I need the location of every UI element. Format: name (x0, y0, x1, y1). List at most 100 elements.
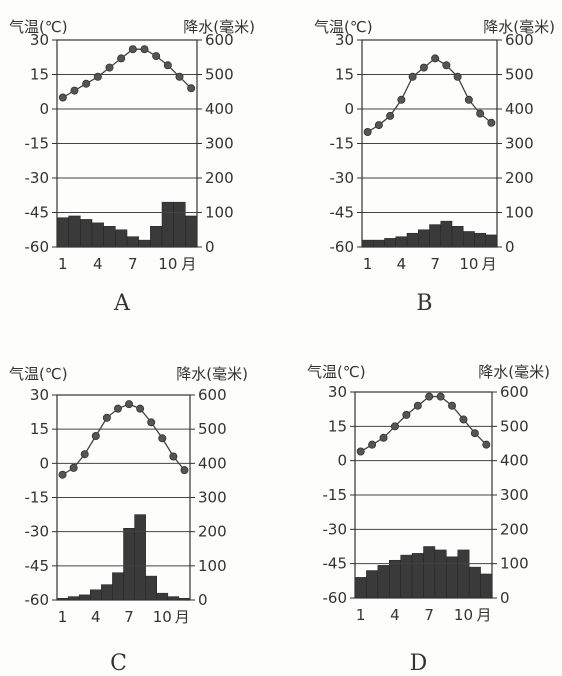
panel-letter: D (410, 651, 428, 676)
temp-point-11 (169, 452, 178, 461)
x-tick-label: 1 (58, 608, 68, 626)
temp-tick-label: 15 (30, 66, 49, 84)
precip-bar-10 (457, 549, 470, 599)
precip-tick-label: 600 (205, 31, 234, 49)
temp-point-2 (70, 86, 79, 95)
temp-point-6 (117, 54, 126, 63)
precip-bar-3 (80, 219, 93, 248)
precip-bar-8 (138, 239, 151, 248)
temp-point-6 (419, 63, 428, 72)
temp-point-7 (128, 45, 137, 54)
temp-point-2 (374, 121, 383, 130)
precip-bar-7 (429, 224, 441, 248)
precip-tick-label: 600 (505, 31, 534, 49)
precip-tick-label: 400 (198, 454, 227, 472)
precip-bar-8 (434, 549, 447, 599)
precip-bar-6 (115, 229, 128, 248)
x-tick-label: 1 (356, 606, 366, 624)
temp-tick-label: -15 (25, 489, 50, 507)
temp-axis-label: 气温(℃) (9, 18, 68, 36)
precip-tick-label: 500 (198, 420, 227, 438)
precip-bar-3 (384, 238, 396, 248)
temp-point-10 (158, 434, 167, 443)
temp-point-12 (187, 84, 196, 93)
precip-bar-8 (134, 514, 146, 601)
precip-bar-5 (400, 554, 413, 599)
x-tick-label: 1 (363, 255, 373, 273)
temp-tick-label: -60 (25, 238, 50, 256)
precip-bar-6 (411, 553, 424, 599)
temp-tick-label: -15 (330, 135, 355, 153)
precip-bar-3 (377, 565, 390, 599)
temperature-line (360, 395, 487, 453)
temp-point-8 (136, 404, 145, 413)
precip-axis-label: 降水(毫米) (183, 18, 255, 36)
precip-tick-label: 300 (205, 135, 234, 153)
precip-tick-label: 200 (505, 169, 534, 187)
temp-point-5 (105, 63, 114, 72)
temp-point-12 (180, 466, 189, 475)
x-tick-label: 7 (128, 255, 138, 273)
temp-point-8 (442, 61, 451, 70)
precip-tick-label: 200 (205, 169, 234, 187)
x-tick-label: 10 (153, 608, 172, 626)
temp-tick-label: -30 (25, 169, 50, 187)
temp-point-1 (58, 470, 67, 479)
precip-bar-2 (373, 239, 385, 248)
precip-tick-label: 500 (500, 417, 529, 435)
temp-point-8 (436, 392, 445, 401)
precip-tick-label: 0 (205, 238, 215, 256)
temp-point-1 (356, 447, 365, 456)
panel-letter: B (416, 291, 432, 316)
precip-bar-11 (173, 201, 186, 248)
temp-point-1 (363, 127, 372, 136)
precip-bar-12 (185, 215, 198, 248)
precip-bar-9 (150, 226, 163, 248)
precip-bar-9 (446, 556, 459, 599)
precip-axis-label: 降水(毫米) (478, 363, 550, 381)
precip-bar-11 (468, 566, 481, 599)
temp-point-6 (413, 401, 422, 410)
temp-point-11 (175, 72, 184, 81)
x-tick-label: 4 (91, 608, 101, 626)
precip-tick-label: 400 (505, 100, 534, 118)
temp-tick-label: 0 (337, 452, 347, 470)
temp-tick-label: -30 (330, 169, 355, 187)
precip-bar-7 (123, 528, 135, 601)
precip-tick-label: 0 (500, 589, 510, 607)
temp-point-4 (390, 422, 399, 431)
temp-axis-label: 气温(℃) (9, 365, 68, 383)
precip-tick-label: 100 (205, 204, 234, 222)
x-tick-label: 7 (430, 255, 440, 273)
precip-tick-label: 500 (505, 66, 534, 84)
temp-tick-label: -30 (323, 520, 348, 538)
temperature-line (62, 403, 185, 476)
precip-tick-label: 600 (198, 386, 227, 404)
temperature-line (62, 48, 192, 99)
temp-tick-label: -30 (25, 523, 50, 541)
precip-tick-label: 100 (500, 555, 529, 573)
precip-bar-5 (406, 232, 419, 248)
temp-point-3 (82, 79, 91, 88)
temp-point-12 (482, 440, 491, 449)
temp-axis-label: 气温(℃) (314, 18, 373, 36)
temp-point-2 (69, 463, 78, 472)
temp-axis-label: 气温(℃) (307, 363, 366, 381)
temp-point-5 (408, 72, 417, 81)
precip-axis-label: 降水(毫米) (176, 365, 248, 383)
temp-point-2 (368, 440, 377, 449)
temp-point-9 (147, 418, 156, 427)
temp-point-8 (140, 45, 149, 54)
precip-bar-9 (451, 226, 464, 248)
precip-tick-label: 300 (198, 489, 227, 507)
temp-tick-label: -15 (25, 135, 50, 153)
precip-bar-4 (90, 589, 102, 601)
precip-bar-6 (112, 572, 124, 601)
x-tick-label: 4 (397, 255, 407, 273)
precip-tick-label: 100 (505, 204, 534, 222)
temp-tick-label: 15 (30, 420, 49, 438)
precip-tick-label: 300 (500, 486, 529, 504)
precip-bar-7 (423, 546, 436, 599)
temp-point-4 (91, 431, 100, 440)
